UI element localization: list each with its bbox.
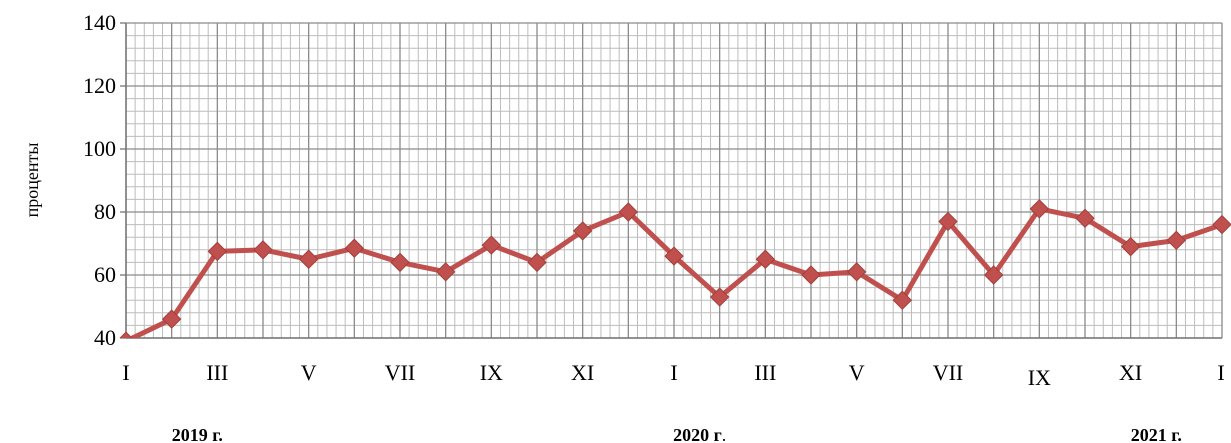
- y-tick-label: 100: [83, 136, 116, 161]
- x-tick-label: III: [206, 360, 228, 385]
- x-tick-label: V: [301, 360, 317, 385]
- data-point: [161, 309, 182, 329]
- year-label: 2021 г.: [1131, 425, 1182, 443]
- year-label: 2019 г.: [172, 425, 223, 443]
- series: [119, 199, 1231, 338]
- y-tick-label: 60: [94, 262, 116, 287]
- data-point: [1029, 199, 1050, 219]
- x-tick-label: XI: [571, 360, 594, 385]
- x-tick-label: I: [122, 360, 129, 385]
- data-point: [344, 238, 365, 258]
- data-point: [298, 249, 319, 269]
- data-point: [938, 211, 958, 232]
- data-point: [1212, 214, 1231, 235]
- data-point: [664, 246, 684, 266]
- data-point: [618, 202, 639, 222]
- data-point: [253, 240, 273, 260]
- year-labels: 2019 г. 2020 г. 2021 г.: [172, 425, 1182, 443]
- x-tick-label: XI: [1119, 360, 1142, 385]
- x-tick-label: VII: [385, 360, 416, 385]
- data-point: [572, 221, 593, 241]
- data-point: [481, 235, 502, 255]
- chart-grid: [125, 22, 1223, 339]
- data-point: [892, 290, 913, 310]
- data-point: [1166, 230, 1187, 251]
- x-tick-label: V: [849, 360, 865, 385]
- x-tick-label: IX: [480, 360, 503, 385]
- x-tick-label: IX: [1028, 365, 1051, 390]
- y-tick-label: 40: [94, 325, 116, 350]
- y-tick-label: 80: [94, 199, 116, 224]
- x-tick-labels: I III V VII IX XI I III V VII IX XI I: [122, 360, 1224, 390]
- data-point: [709, 287, 730, 307]
- data-point: [755, 249, 776, 269]
- y-tick-labels: 40 60 80 100 120 140: [83, 10, 116, 350]
- x-tick-label: VII: [933, 360, 964, 385]
- x-tick-label: I: [1217, 360, 1224, 385]
- year-label: 2020 г.: [673, 425, 726, 443]
- data-point: [846, 262, 867, 282]
- series-group: [119, 199, 1231, 338]
- data-point: [983, 265, 1004, 285]
- data-point: [801, 265, 821, 285]
- y-tick-label: 140: [83, 10, 116, 35]
- y-axis-label: проценты: [22, 143, 42, 218]
- data-point: [207, 241, 228, 262]
- data-point: [1120, 236, 1141, 257]
- data-point: [390, 252, 410, 273]
- x-tick-label: I: [670, 360, 677, 385]
- data-point: [119, 331, 133, 338]
- y-tick-label: 120: [83, 73, 116, 98]
- chart-axes: [120, 22, 1222, 339]
- data-point: [1075, 208, 1095, 229]
- data-point: [527, 252, 547, 273]
- x-tick-label: III: [754, 360, 776, 385]
- year-label-suffix: .: [722, 425, 727, 443]
- data-point: [435, 262, 456, 282]
